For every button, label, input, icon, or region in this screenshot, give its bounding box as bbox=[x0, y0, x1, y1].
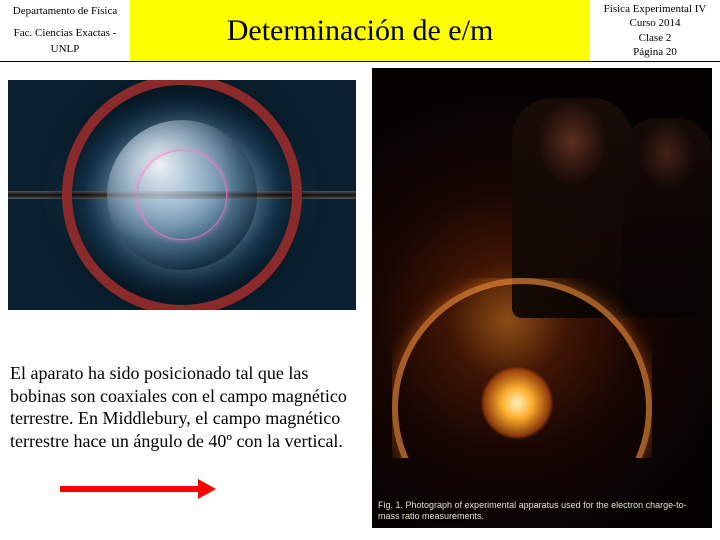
body-caption: El aparato ha sido posicionado tal que l… bbox=[10, 362, 365, 452]
faculty-line: Fac. Ciencias Exactas - UNLP bbox=[2, 26, 128, 57]
dept-line: Departamento de Física bbox=[13, 4, 117, 19]
header-left-block: Departamento de Física Fac. Ciencias Exa… bbox=[0, 0, 130, 61]
red-arrow bbox=[60, 486, 200, 492]
slide-body: El aparato ha sido posicionado tal que l… bbox=[0, 62, 720, 540]
apparatus-photo-dark: Fig. 1. Photograph of experimental appar… bbox=[372, 68, 712, 528]
class-number: Clase 2 bbox=[639, 31, 672, 45]
electron-beam-ring bbox=[137, 150, 227, 240]
figure-caption: Fig. 1. Photograph of experimental appar… bbox=[378, 500, 706, 522]
course-year: Curso 2014 bbox=[629, 16, 680, 30]
header-right-block: Física Experimental IV Curso 2014 Clase … bbox=[590, 0, 720, 61]
page-number: Página 20 bbox=[633, 45, 677, 59]
slide-header: Departamento de Física Fac. Ciencias Exa… bbox=[0, 0, 720, 62]
apparatus-photo-light bbox=[8, 80, 356, 310]
observer-figure-2 bbox=[622, 118, 712, 318]
beam-glow bbox=[482, 368, 552, 438]
slide-title: Determinación de e/m bbox=[130, 0, 590, 61]
course-name: Física Experimental IV bbox=[604, 2, 707, 16]
